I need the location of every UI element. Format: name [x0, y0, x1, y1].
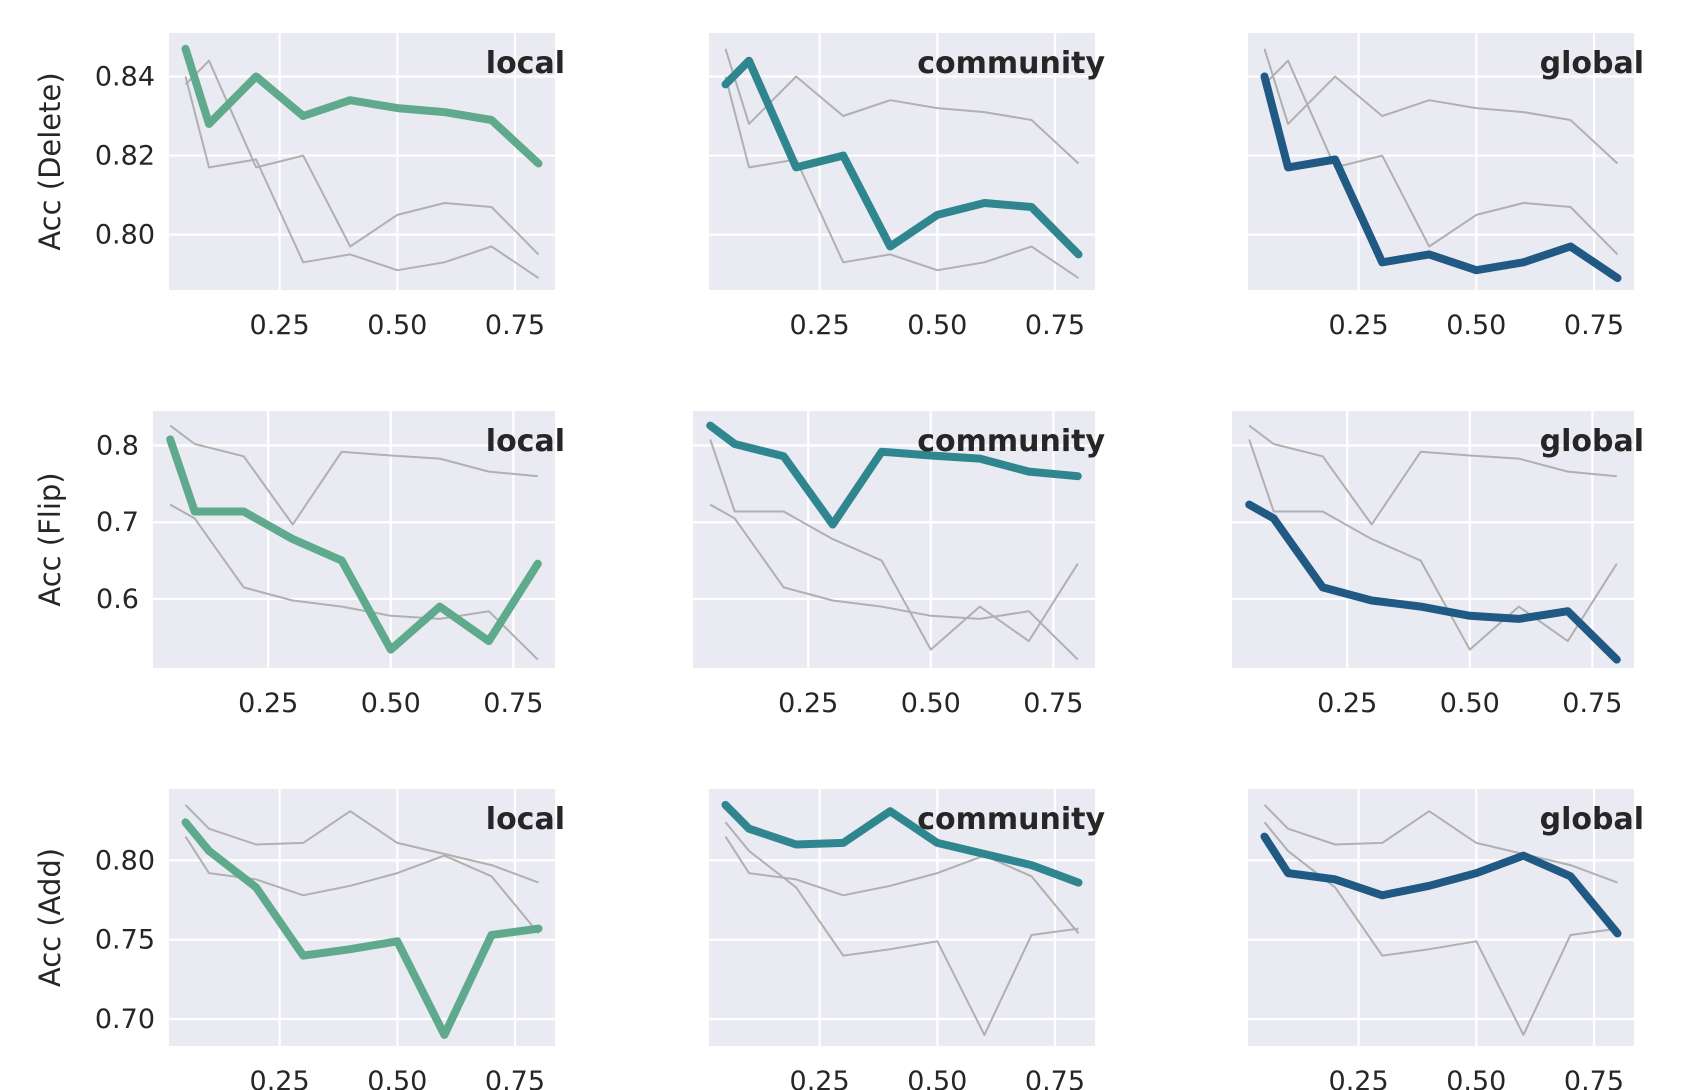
panel-title-local: local	[486, 802, 565, 837]
x-tick-label: 0.75	[483, 688, 543, 719]
context-line-global	[724, 76, 1080, 279]
x-tick-label: 0.50	[907, 1066, 967, 1090]
context-line-community	[1248, 424, 1617, 526]
context-line-global	[169, 503, 539, 661]
x-tick-label: 0.50	[361, 688, 421, 719]
panel-title-community: community	[917, 802, 1105, 837]
y-axis-label: Acc (Add)	[33, 848, 67, 987]
context-line-global	[709, 503, 1079, 661]
x-tick-label: 0.75	[485, 1066, 545, 1090]
panel-acc-delete-community: community 0.25 0.50 0.75	[709, 33, 1105, 341]
panel-acc-delete-local: local 0.25 0.50 0.75 0.84 0.82 0.80	[95, 33, 565, 341]
plot-background	[1248, 789, 1634, 1046]
panel-title-global: global	[1540, 46, 1644, 81]
x-tick-label: 0.50	[367, 310, 427, 341]
y-tick-label: 0.70	[95, 1004, 155, 1035]
x-tick-label: 0.25	[238, 688, 298, 719]
context-line-community	[169, 424, 538, 526]
context-line-local	[724, 821, 1079, 1036]
series-line-community	[721, 800, 1083, 887]
x-tick-label: 0.50	[367, 1066, 427, 1090]
x-tick-label: 0.50	[1446, 310, 1506, 341]
series-line-community	[706, 421, 1082, 529]
panel-acc-add-global: global 0.25 0.50 0.75	[1248, 789, 1644, 1090]
panel-acc-add-local: local 0.25 0.50 0.75 0.80 0.75 0.70	[95, 789, 565, 1090]
x-tick-label: 0.75	[1025, 310, 1085, 341]
context-line-global	[184, 76, 540, 279]
context-line-community	[1263, 804, 1618, 884]
y-tick-label: 0.84	[95, 61, 155, 92]
x-tick-label: 0.50	[1446, 1066, 1506, 1090]
x-tick-label: 0.50	[1440, 688, 1500, 719]
panel-title-community: community	[917, 424, 1105, 459]
series-line-local	[181, 44, 543, 168]
x-tick-label: 0.75	[1564, 310, 1624, 341]
x-tick-label: 0.25	[790, 1066, 850, 1090]
x-tick-label: 0.25	[1329, 310, 1389, 341]
panel-acc-flip-global: global 0.25 0.50 0.75	[1232, 411, 1644, 719]
x-tick-label: 0.50	[907, 310, 967, 341]
series-line-global	[1245, 500, 1621, 664]
panel-acc-add-community: community 0.25 0.50 0.75	[709, 789, 1105, 1090]
series-line-global	[1260, 832, 1622, 938]
context-line-local	[709, 439, 1079, 651]
x-tick-label: 0.75	[1025, 1066, 1085, 1090]
series-line-community	[721, 56, 1083, 259]
panel-title-global: global	[1540, 802, 1644, 837]
x-tick-label: 0.75	[1564, 1066, 1624, 1090]
plot-background	[1232, 411, 1634, 668]
y-tick-label: 0.6	[96, 584, 139, 615]
x-tick-label: 0.75	[1023, 688, 1083, 719]
y-tick-label: 0.7	[96, 507, 139, 538]
y-tick-label: 0.8	[96, 431, 139, 462]
x-tick-label: 0.25	[1329, 1066, 1389, 1090]
context-line-local	[1248, 439, 1618, 651]
panel-title-local: local	[486, 424, 565, 459]
context-line-global	[184, 836, 540, 935]
y-tick-label: 0.80	[95, 220, 155, 251]
series-line-local	[181, 818, 543, 1039]
panel-acc-delete-global: global 0.25 0.50 0.75	[1248, 33, 1644, 341]
context-line-global	[724, 836, 1080, 935]
panel-acc-flip-community: community 0.25 0.50 0.75	[693, 411, 1105, 719]
y-axis-label: Acc (Delete)	[33, 72, 67, 250]
series-line-local	[166, 435, 542, 654]
x-tick-label: 0.25	[790, 310, 850, 341]
panel-title-community: community	[917, 46, 1105, 81]
x-tick-label: 0.25	[250, 1066, 310, 1090]
panel-title-global: global	[1540, 424, 1644, 459]
x-tick-label: 0.25	[250, 310, 310, 341]
x-tick-label: 0.75	[1562, 688, 1622, 719]
panel-title-local: local	[486, 46, 565, 81]
context-line-local	[1263, 821, 1618, 1036]
y-tick-label: 0.82	[95, 141, 155, 172]
context-line-local	[724, 48, 1080, 165]
y-tick-label: 0.80	[95, 845, 155, 876]
context-line-community	[184, 59, 540, 256]
x-tick-label: 0.25	[778, 688, 838, 719]
plot-background	[153, 411, 555, 668]
y-tick-label: 0.75	[95, 925, 155, 956]
x-tick-label: 0.25	[1317, 688, 1377, 719]
context-line-community	[1263, 59, 1619, 256]
x-tick-label: 0.50	[901, 688, 961, 719]
panel-acc-flip-local: local 0.25 0.50 0.75 0.8 0.7 0.6	[96, 411, 565, 719]
context-line-local	[1263, 48, 1619, 165]
y-axis-label: Acc (Flip)	[33, 472, 67, 606]
plot-background	[709, 789, 1095, 1046]
x-tick-label: 0.75	[485, 310, 545, 341]
plot-background	[169, 789, 555, 1046]
context-line-community	[184, 804, 539, 884]
series-line-global	[1260, 72, 1622, 283]
